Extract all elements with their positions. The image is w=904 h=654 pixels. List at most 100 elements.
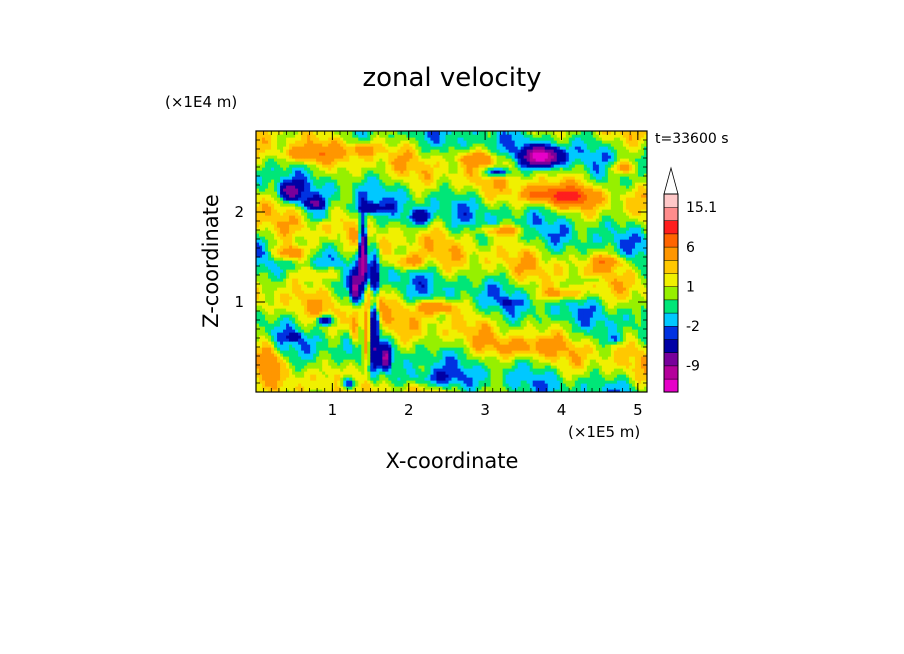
heatmap-cell [433, 380, 438, 384]
heatmap-cell [469, 350, 474, 354]
heatmap-cell [373, 326, 377, 330]
heatmap-cell [511, 353, 516, 357]
heatmap-cell [541, 305, 546, 309]
heatmap-cell [595, 302, 600, 306]
heatmap-cell [301, 317, 305, 321]
heatmap-cell [583, 278, 588, 282]
heatmap-cell [520, 320, 525, 324]
heatmap-cell [511, 326, 516, 330]
heatmap-cell [313, 275, 317, 279]
heatmap-cell [490, 383, 495, 387]
heatmap-cell [481, 305, 486, 309]
heatmap-cell [556, 305, 561, 309]
heatmap-cell [643, 335, 647, 339]
heatmap-cell [526, 383, 531, 387]
heatmap-cell [322, 281, 326, 285]
heatmap-cell [331, 323, 335, 327]
heatmap-cell [586, 305, 591, 309]
heatmap-cell [433, 308, 438, 312]
heatmap-cell [547, 323, 552, 327]
heatmap-cell [418, 284, 423, 288]
heatmap-cell [295, 311, 299, 315]
heatmap-cell [523, 284, 528, 288]
heatmap-cell [622, 350, 627, 354]
heatmap-cell [415, 356, 420, 360]
heatmap-cell [457, 308, 462, 312]
heatmap-cell [508, 329, 513, 333]
heatmap-cell [547, 326, 552, 330]
heatmap-cell [433, 362, 438, 366]
heatmap-cell [415, 332, 420, 336]
heatmap-cell [523, 359, 528, 363]
heatmap-cell [391, 386, 395, 390]
heatmap-cell [388, 299, 392, 303]
heatmap-cell [499, 290, 504, 294]
heatmap-cell [418, 317, 423, 321]
heatmap-cell [496, 374, 501, 378]
heatmap-cell [625, 287, 630, 291]
heatmap-cell [259, 344, 263, 348]
heatmap-cell [574, 380, 579, 384]
heatmap-cell [400, 281, 404, 285]
heatmap-cell [313, 368, 317, 372]
heatmap-cell [553, 341, 558, 345]
heatmap-cell [340, 299, 344, 303]
heatmap-cell [295, 284, 299, 288]
heatmap-cell [484, 347, 489, 351]
heatmap-cell [262, 332, 266, 336]
heatmap-cell [562, 326, 567, 330]
heatmap-cell [436, 356, 441, 360]
heatmap-cell [577, 344, 582, 348]
heatmap-cell [259, 356, 263, 360]
heatmap-cell [325, 332, 329, 336]
heatmap-cell [358, 356, 362, 360]
heatmap-cell [355, 308, 359, 312]
heatmap-cell [382, 281, 386, 285]
heatmap-cell [601, 338, 606, 342]
heatmap-cell [640, 302, 645, 306]
heatmap-cell [544, 368, 549, 372]
heatmap-cell [286, 386, 290, 390]
heatmap-cell [589, 380, 594, 384]
heatmap-cell [331, 347, 335, 351]
heatmap-cell [493, 341, 498, 345]
heatmap-cell [580, 278, 585, 282]
heatmap-cell [487, 380, 492, 384]
heatmap-cell [361, 338, 365, 342]
heatmap-cell [574, 281, 579, 285]
heatmap-cell [505, 335, 510, 339]
heatmap-cell [553, 350, 558, 354]
heatmap-cell [571, 362, 576, 366]
heatmap-cell [556, 371, 561, 375]
heatmap-cell [613, 341, 618, 345]
heatmap-cell [343, 311, 347, 315]
heatmap-cell [361, 311, 365, 315]
heatmap-cell [256, 302, 260, 306]
heatmap-cell [436, 278, 441, 282]
heatmap-cell [457, 386, 462, 390]
heatmap-cell [307, 296, 311, 300]
heatmap-cell [640, 374, 645, 378]
heatmap-cell [502, 359, 507, 363]
heatmap-cell [598, 287, 603, 291]
heatmap-cell [418, 326, 423, 330]
heatmap-cell [298, 371, 302, 375]
heatmap-cell [532, 359, 537, 363]
heatmap-cell [472, 314, 477, 318]
heatmap-cell [385, 320, 389, 324]
heatmap-cell [565, 278, 570, 282]
heatmap-cell [358, 380, 362, 384]
heatmap-cell [301, 362, 305, 366]
heatmap-cell [385, 317, 389, 321]
heatmap-cell [349, 314, 353, 318]
heatmap-cell [337, 338, 341, 342]
heatmap-cell [310, 320, 314, 324]
heatmap-cell [520, 353, 525, 357]
heatmap-cell [385, 353, 389, 357]
heatmap-cell [427, 356, 432, 360]
heatmap-cell [496, 311, 501, 315]
heatmap-cell [418, 344, 423, 348]
heatmap-cell [382, 311, 386, 315]
heatmap-cell [271, 278, 275, 282]
heatmap-cell [322, 383, 326, 387]
